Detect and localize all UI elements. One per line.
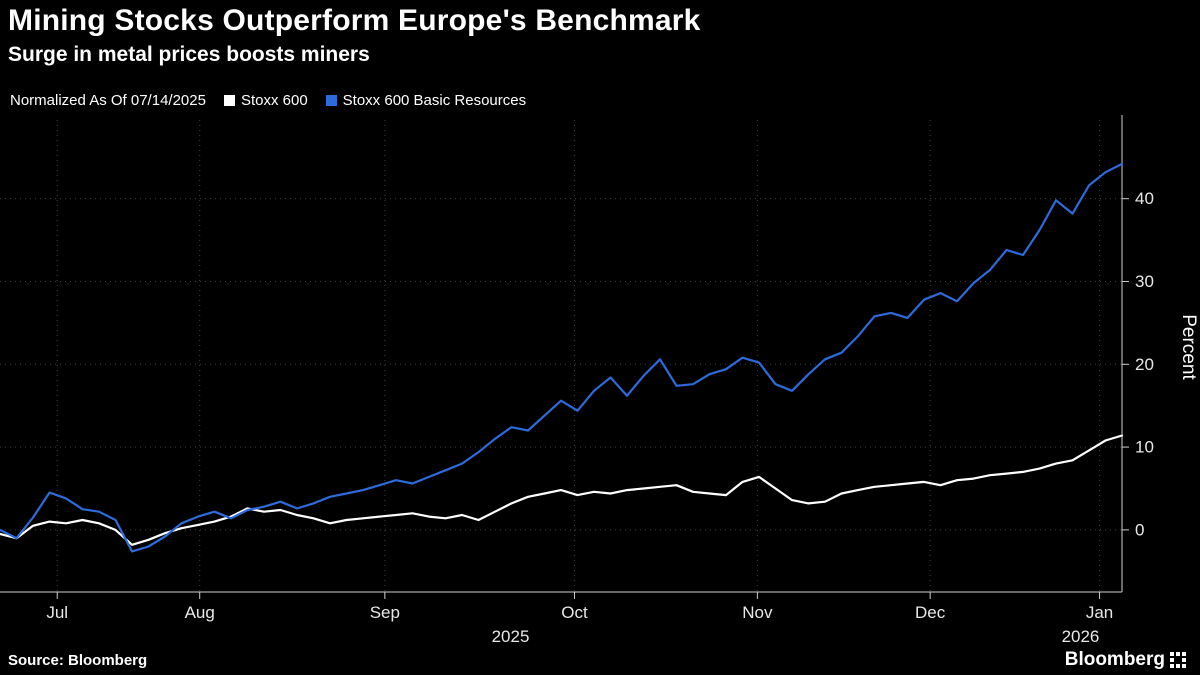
chart-header: Mining Stocks Outperform Europe's Benchm… bbox=[8, 4, 1192, 67]
page-title: Mining Stocks Outperform Europe's Benchm… bbox=[8, 4, 701, 37]
legend-item-stoxx-600-basic-resources: Stoxx 600 Basic Resources bbox=[325, 92, 527, 109]
y-axis-title: Percent bbox=[1178, 314, 1199, 380]
series-line-stoxx-600 bbox=[0, 434, 1124, 546]
source-attribution: Source: Bloomberg bbox=[8, 652, 148, 669]
chart-legend: Normalized As Of 07/14/2025 Stoxx 600 St… bbox=[10, 92, 526, 109]
x-axis-tick-label: Dec bbox=[915, 603, 946, 622]
legend-item-stoxx-600: Stoxx 600 bbox=[223, 92, 308, 109]
x-axis-tick-label: Oct bbox=[561, 603, 588, 622]
y-axis-tick-label: 10 bbox=[1135, 438, 1154, 457]
series-line-stoxx-600-basic-resources bbox=[0, 162, 1124, 553]
x-axis-tick-label: Nov bbox=[742, 603, 773, 622]
y-axis-tick-label: 20 bbox=[1135, 355, 1154, 374]
basic-resources-swatch-icon bbox=[325, 95, 337, 106]
x-axis-tick-label: Sep bbox=[370, 603, 400, 622]
year-label: 2026 bbox=[1062, 627, 1100, 645]
line-chart: 0 10 20 30 40 Jul Aug Sep Oct Nov Dec Jan 2025 2026 Pe… bbox=[0, 115, 1199, 645]
legend-item-label: Stoxx 600 Basic Resources bbox=[342, 92, 527, 109]
bloomberg-brand-label: Bloomberg bbox=[1064, 649, 1165, 670]
y-axis-tick-label: 30 bbox=[1135, 272, 1154, 291]
stoxx-600-swatch-icon bbox=[223, 95, 235, 106]
bloomberg-logo-icon bbox=[1170, 652, 1186, 668]
page-subtitle: Surge in metal prices boosts miners bbox=[8, 43, 370, 66]
bloomberg-wordmark: Bloomberg bbox=[1065, 649, 1186, 671]
chart-footer: Source: Bloomberg Bloomberg bbox=[0, 647, 1200, 671]
x-axis-tick-label: Aug bbox=[185, 603, 215, 622]
y-axis-tick-label: 40 bbox=[1135, 189, 1154, 208]
x-axis-tick-label: Jan bbox=[1086, 603, 1113, 622]
y-axis-tick-label: 0 bbox=[1135, 520, 1144, 539]
legend-note: Normalized As Of 07/14/2025 bbox=[10, 92, 206, 109]
x-axis-tick-label: Jul bbox=[46, 603, 68, 622]
legend-item-label: Stoxx 600 bbox=[240, 92, 308, 109]
year-label: 2025 bbox=[492, 627, 530, 645]
